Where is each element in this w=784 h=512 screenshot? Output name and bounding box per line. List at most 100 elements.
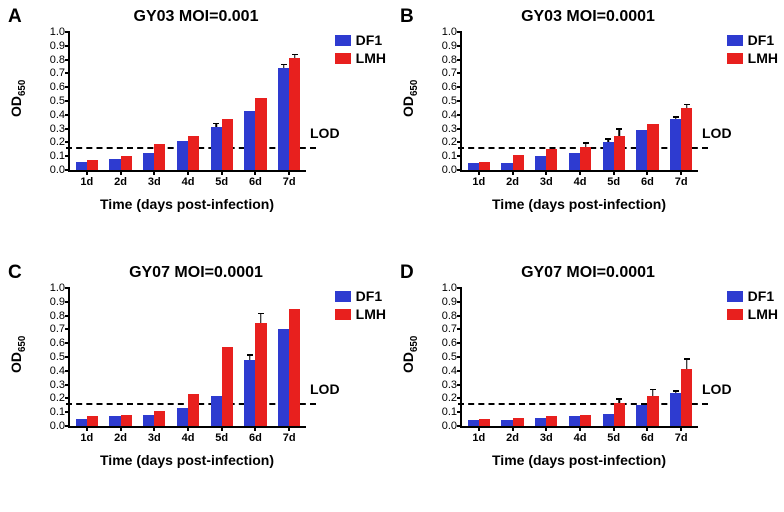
bar [109, 159, 120, 170]
bar [501, 163, 512, 170]
bar [535, 156, 546, 170]
legend-swatch [335, 291, 351, 302]
bar [87, 160, 98, 170]
bars-layer [70, 32, 306, 170]
bar [244, 360, 255, 426]
error-bar [215, 124, 217, 127]
x-tick-mark [579, 170, 581, 175]
x-tick-mark [613, 170, 615, 175]
error-cap [684, 104, 690, 106]
bar [188, 136, 199, 171]
plot-area: 0.00.10.20.30.40.50.60.70.80.91.0LOD1d2d… [460, 288, 698, 428]
plot-area: 0.00.10.20.30.40.50.60.70.80.91.0LOD1d2d… [460, 32, 698, 172]
x-tick-mark [512, 426, 514, 431]
error-bar [652, 390, 654, 396]
bar [177, 141, 188, 170]
bar [513, 418, 524, 426]
bar [87, 416, 98, 426]
panel-title: GY07 MOI=0.0001 [6, 264, 386, 282]
error-bar [294, 55, 296, 58]
error-cap [247, 354, 253, 356]
legend: DF1 LMH [335, 288, 386, 324]
y-axis-label: OD650 [400, 80, 420, 117]
legend-row: DF1 [727, 288, 778, 304]
x-tick-mark [680, 170, 682, 175]
bar [603, 414, 614, 426]
legend-label: LMH [748, 50, 778, 66]
error-bar [619, 400, 621, 403]
legend-row: LMH [727, 306, 778, 322]
legend-label: DF1 [356, 288, 382, 304]
bar [636, 130, 647, 170]
bar [154, 411, 165, 426]
error-cap [292, 54, 298, 56]
bars-layer [462, 32, 698, 170]
error-bar [619, 130, 621, 136]
x-tick-mark [86, 426, 88, 431]
lod-label: LOD [698, 381, 732, 397]
error-bar [686, 105, 688, 108]
bar [109, 416, 120, 426]
x-tick-mark [613, 426, 615, 431]
x-tick-mark [254, 170, 256, 175]
bar [670, 119, 681, 170]
x-axis-label: Time (days post-infection) [68, 452, 306, 468]
legend-swatch [727, 291, 743, 302]
bar [569, 153, 580, 170]
panel-d: DGY07 MOI=0.00010.00.10.20.30.40.50.60.7… [392, 256, 784, 512]
bar [76, 419, 87, 426]
x-tick-mark [646, 170, 648, 175]
bars-layer [70, 288, 306, 426]
bar [670, 393, 681, 426]
x-tick-mark [478, 170, 480, 175]
panel-grid: AGY03 MOI=0.0010.00.10.20.30.40.50.60.70… [0, 0, 784, 512]
legend-row: LMH [727, 50, 778, 66]
legend-label: DF1 [748, 288, 774, 304]
bar [636, 405, 647, 426]
bar [255, 98, 266, 170]
bar [244, 111, 255, 170]
legend-swatch [727, 35, 743, 46]
x-tick-mark [646, 426, 648, 431]
chart: 0.00.10.20.30.40.50.60.70.80.91.0LOD1d2d… [6, 284, 386, 470]
bar [211, 127, 222, 170]
error-cap [213, 123, 219, 125]
legend: DF1LMH [727, 32, 778, 68]
x-tick-mark [680, 426, 682, 431]
x-tick-mark [187, 426, 189, 431]
legend-row: LMH [335, 306, 386, 322]
bar [121, 415, 132, 426]
x-tick-mark [254, 426, 256, 431]
bar [513, 155, 524, 170]
panel-b: BGY03 MOI=0.00010.00.10.20.30.40.50.60.7… [392, 0, 784, 256]
legend-label: LMH [356, 306, 386, 322]
panel-title: GY03 MOI=0.0001 [398, 8, 778, 26]
bar [546, 149, 557, 170]
error-cap [650, 389, 656, 391]
error-cap [673, 390, 679, 392]
bar [647, 396, 658, 426]
x-tick-mark [579, 426, 581, 431]
x-tick-mark [153, 170, 155, 175]
chart: 0.00.10.20.30.40.50.60.70.80.91.0LOD1d2d… [398, 28, 778, 214]
plot-area: 0.00.10.20.30.40.50.60.70.80.91.0LOD1d2d… [68, 32, 306, 172]
x-tick-mark [153, 426, 155, 431]
legend-swatch [727, 309, 743, 320]
lod-label: LOD [698, 125, 732, 141]
bar [143, 153, 154, 170]
panel-c: CGY07 MOI=0.00010.00.10.20.30.40.50.60.7… [0, 256, 392, 512]
bar [76, 162, 87, 170]
bar [479, 162, 490, 170]
bar [580, 415, 591, 426]
lod-label: LOD [306, 125, 340, 141]
error-bar [249, 356, 251, 360]
bar [614, 403, 625, 426]
x-tick-mark [288, 170, 290, 175]
error-bar [607, 140, 609, 143]
panel-title: GY07 MOI=0.0001 [398, 264, 778, 282]
x-tick-mark [120, 426, 122, 431]
panel-a: AGY03 MOI=0.0010.00.10.20.30.40.50.60.70… [0, 0, 392, 256]
legend-swatch [727, 53, 743, 64]
bar [614, 136, 625, 171]
panel-title: GY03 MOI=0.001 [6, 8, 386, 26]
